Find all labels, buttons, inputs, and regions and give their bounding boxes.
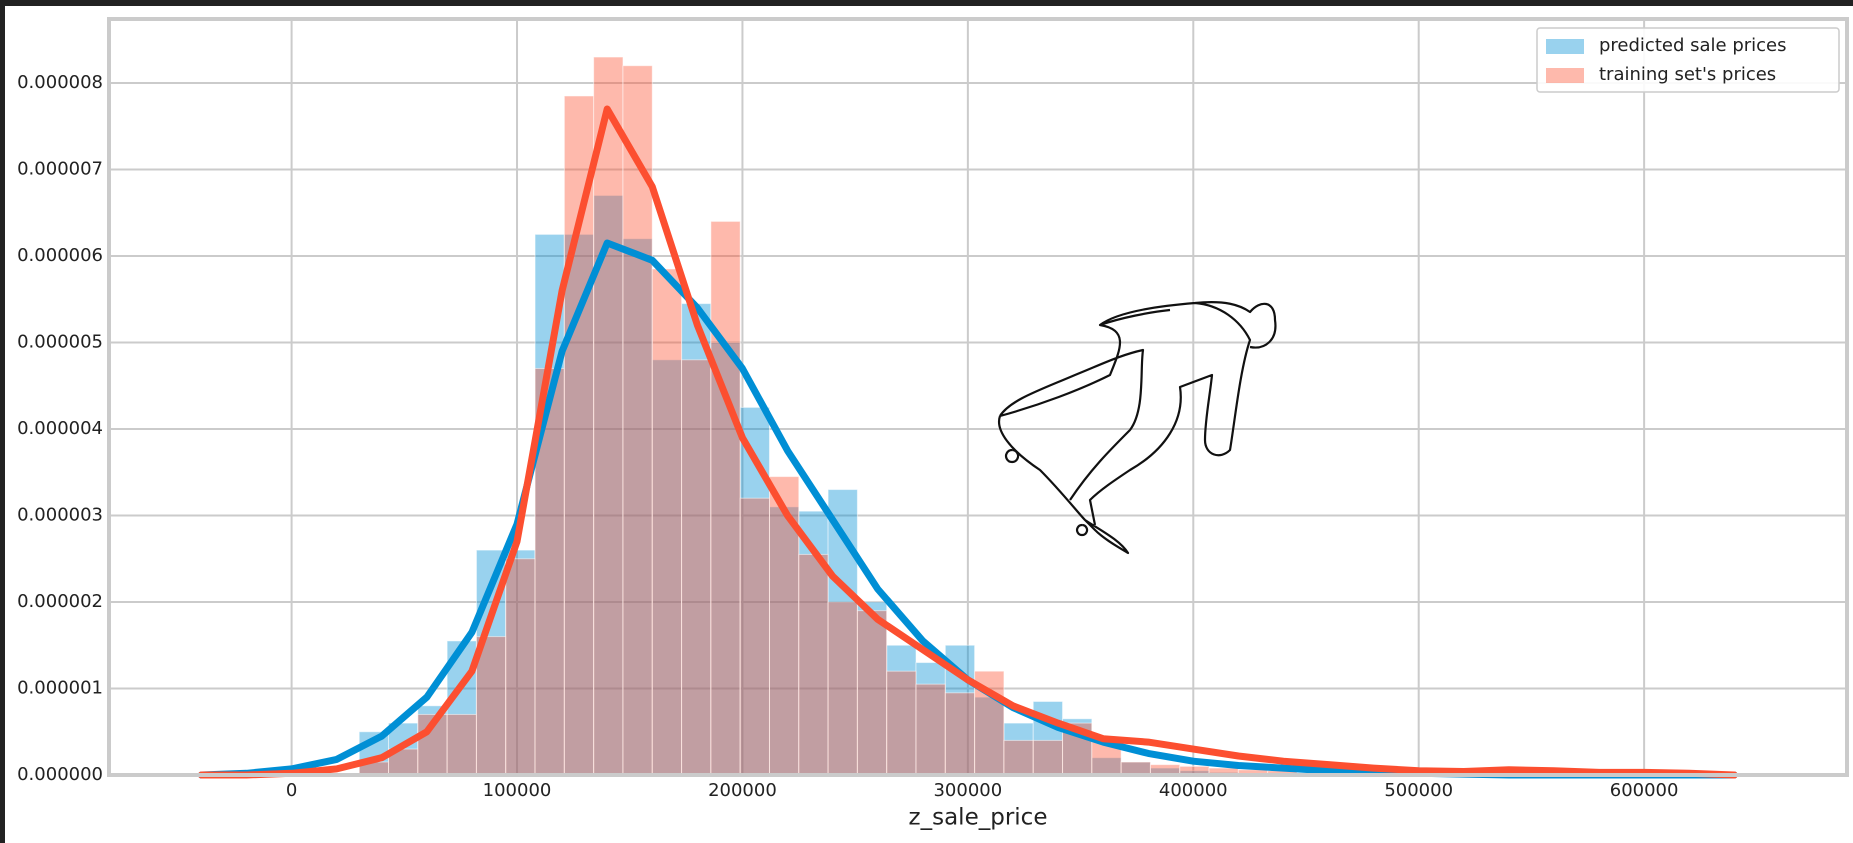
y-tick-label: 0.000001 [17, 678, 103, 699]
histogram-bar [446, 713, 477, 776]
legend-label: training set's prices [1599, 64, 1776, 85]
y-tick-label: 0.000002 [17, 591, 103, 612]
x-tick-label: 600000 [1610, 780, 1679, 801]
histogram-bar [710, 220, 741, 776]
histogram-bar [593, 56, 624, 776]
x-axis-label: z_sale_price [909, 805, 1048, 831]
histogram-bar [1003, 739, 1034, 776]
kde-line [197, 105, 1738, 779]
x-tick-label: 300000 [933, 780, 1002, 801]
plot-frame [107, 17, 1849, 777]
histogram-bar [563, 233, 595, 776]
legend-label: predicted sale prices [1599, 35, 1787, 56]
y-tick-label: 0.000008 [17, 72, 103, 93]
histogram-bar [886, 670, 917, 776]
histogram-bar [563, 95, 595, 776]
histogram-bar [505, 558, 536, 776]
histogram-bar [1003, 722, 1034, 776]
histogram-bar [417, 705, 448, 776]
sketch-figure [997, 301, 1277, 555]
histogram-bar [739, 497, 770, 776]
histogram-bar [856, 601, 888, 776]
y-tick-label: 0.000005 [17, 332, 103, 353]
x-tick-label: 100000 [483, 780, 552, 801]
histogram-bar [651, 359, 683, 776]
y-tick-label: 0.000007 [17, 159, 103, 180]
histogram-bar [651, 268, 683, 776]
histogram-bar [827, 601, 858, 776]
y-tick-label: 0.000000 [17, 764, 103, 785]
x-tick-label: 400000 [1159, 780, 1228, 801]
y-tick-label: 0.000004 [17, 418, 103, 439]
histogram-bar [944, 692, 976, 776]
histogram-bar [1032, 739, 1064, 776]
y-tick-label: 0.000003 [17, 505, 103, 526]
x-tick-label: 200000 [708, 780, 777, 801]
x-tick-label: 0 [286, 780, 297, 801]
histogram-bar [856, 610, 888, 776]
legend-swatch [1546, 68, 1584, 83]
canvas [5, 6, 1853, 843]
histogram-bar [681, 359, 712, 776]
histogram-bar [915, 683, 946, 776]
legend-swatch [1546, 39, 1584, 54]
histogram-bar [475, 636, 507, 776]
y-tick-label: 0.000006 [17, 245, 103, 266]
histogram-bar [622, 238, 653, 776]
histogram-bar [739, 406, 770, 776]
histogram-bar [622, 65, 653, 776]
legend: predicted sale prices training set's pric… [1536, 27, 1840, 93]
histogram-bar [798, 553, 829, 776]
legend-box [1536, 27, 1840, 93]
histogram-bar [593, 194, 624, 776]
x-tick-label: 500000 [1384, 780, 1453, 801]
